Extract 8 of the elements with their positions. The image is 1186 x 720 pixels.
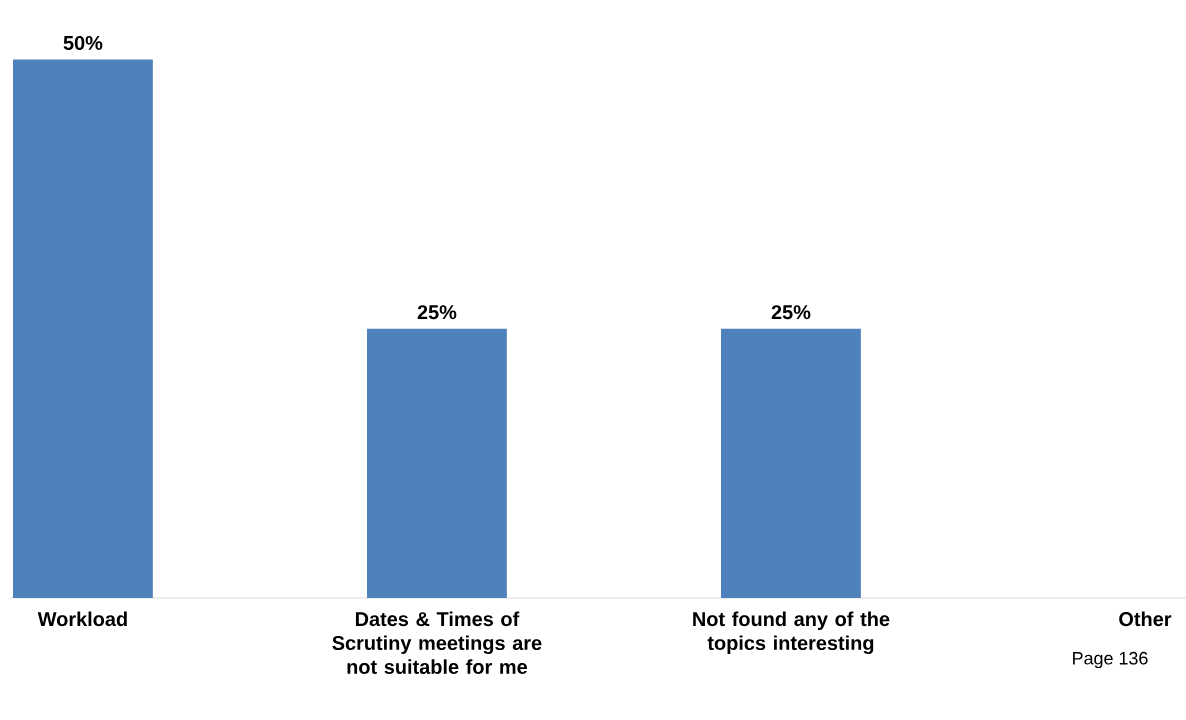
data-label: 50% [63, 35, 103, 51]
x-tick-label: Other [1119, 611, 1172, 627]
x-tick-label: Workload [37, 611, 127, 627]
data-label: 25% [417, 305, 457, 320]
x-tick-label: Dates & Times of Scrutiny meetings are not suitable for me [332, 611, 542, 674]
data-label: 25% [771, 305, 811, 320]
x-tick-label: Not found any of the topics interesting [693, 611, 890, 655]
text: Page 136 [1073, 651, 1148, 669]
